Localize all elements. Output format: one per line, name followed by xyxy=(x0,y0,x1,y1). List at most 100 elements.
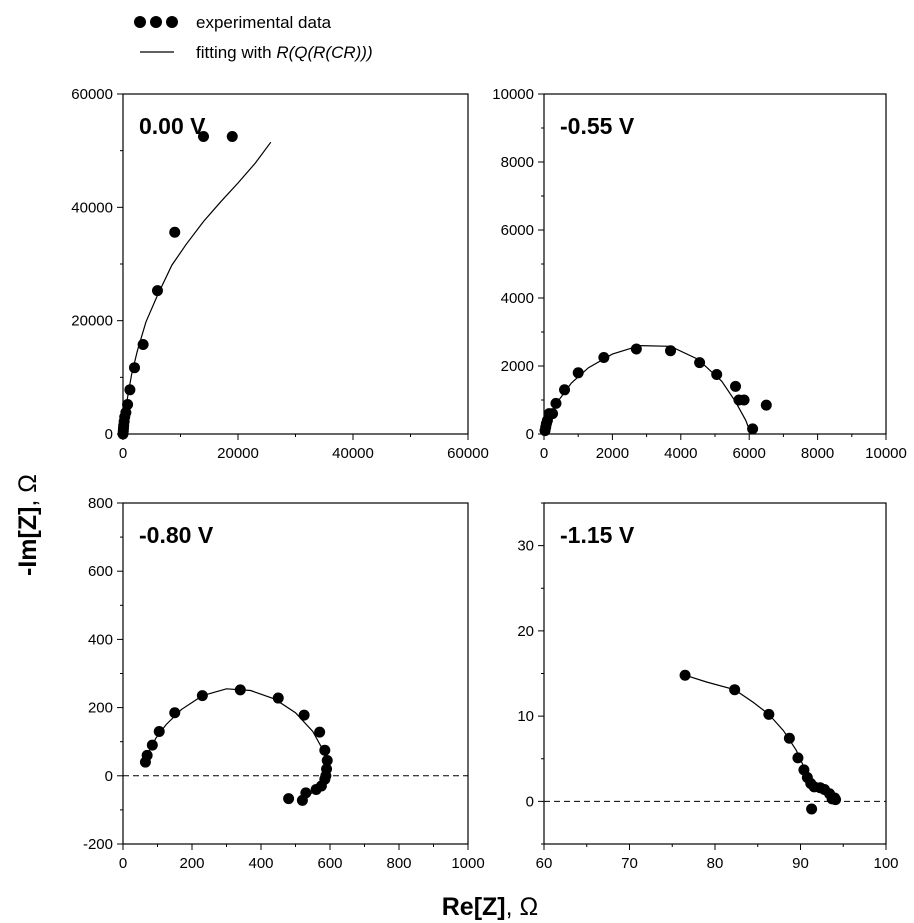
data-point xyxy=(783,732,795,744)
chart-panel-4: 60 70 80 90 100 0 10 20 30 -1.15 V xyxy=(517,502,899,872)
data-point xyxy=(137,338,149,350)
data-point xyxy=(226,131,238,142)
data-point xyxy=(711,369,723,380)
x-tick-label: 2000 xyxy=(596,445,629,462)
y-axis-title: -Im[Z], Ω xyxy=(14,474,42,576)
y-tick-label: 0 xyxy=(105,426,113,443)
legend-marker-dot xyxy=(150,16,162,28)
y-tick-label: 4000 xyxy=(501,290,534,307)
data-point xyxy=(198,131,209,142)
fit-line xyxy=(144,688,328,801)
y-tick-label: 0 xyxy=(105,768,113,785)
y-tick-label: 60000 xyxy=(71,86,113,103)
y-tick-label: 400 xyxy=(88,631,113,648)
data-point xyxy=(572,367,584,379)
y-tick-label: 10000 xyxy=(492,86,534,103)
y-tick-label: 0 xyxy=(526,793,534,810)
data-point xyxy=(319,744,331,756)
y-tick-label: 6000 xyxy=(501,222,534,239)
x-tick-label: 20000 xyxy=(217,445,259,462)
chart-panel-3: 0 200 400 600 800 1000 -200 0 200 400 600 800 -0.80 … xyxy=(83,495,485,872)
data-point xyxy=(730,380,742,392)
x-tick-label: 6000 xyxy=(733,445,766,462)
y-tick-label: 30 xyxy=(517,538,534,555)
x-tick-label: 100 xyxy=(873,855,898,872)
data-point xyxy=(153,725,165,737)
x-tick-label: 70 xyxy=(621,855,638,872)
x-tick-label: 0 xyxy=(119,855,127,872)
legend-fitting-label: fitting with R(Q(R(CR))) xyxy=(196,43,373,62)
data-point xyxy=(806,803,818,815)
data-point xyxy=(152,285,163,297)
fit-line xyxy=(543,344,752,435)
data-point xyxy=(272,692,284,704)
data-point xyxy=(598,352,610,363)
y-tick-label: -200 xyxy=(83,836,113,853)
data-point xyxy=(122,399,134,411)
legend-fitting-model: R(Q(R(CR))) xyxy=(276,43,372,62)
legend-marker-dot xyxy=(134,16,146,28)
y-tick-label: 200 xyxy=(88,700,113,717)
legend-experimental-label: experimental data xyxy=(196,13,332,32)
plot-frame xyxy=(122,502,469,845)
y-tick-label: 600 xyxy=(88,563,113,580)
x-axis-title-main: Re[Z] xyxy=(442,893,506,921)
data-point xyxy=(169,707,181,719)
y-tick-label: 800 xyxy=(88,495,113,512)
x-tick-label: 90 xyxy=(792,855,809,872)
data-point xyxy=(298,709,310,721)
y-tick-label: 8000 xyxy=(501,154,534,171)
y-tick-label: 40000 xyxy=(71,199,113,216)
data-point xyxy=(738,394,750,406)
chart-panel-1: 0 20000 40000 60000 0 20000 40000 60000 0.00 V xyxy=(71,86,489,462)
x-axis-title: Re[Z], Ω xyxy=(442,893,538,921)
data-point xyxy=(550,397,562,409)
x-tick-label: 10000 xyxy=(865,445,907,462)
plot-frame xyxy=(122,93,469,435)
data-point xyxy=(547,408,559,420)
data-point xyxy=(747,423,759,435)
y-tick-label: 20 xyxy=(517,623,534,640)
data-point xyxy=(141,749,153,761)
legend-fitting-text: fitting with xyxy=(196,43,276,62)
plot-frame xyxy=(543,93,887,435)
data-point xyxy=(124,384,136,396)
data-point xyxy=(694,357,706,369)
y-axis-title-main: -Im[Z] xyxy=(14,507,42,576)
x-axis-title-unit: , Ω xyxy=(506,893,539,921)
panel-potential-label: 0.00 V xyxy=(139,113,206,139)
y-tick-label: 2000 xyxy=(501,358,534,375)
x-tick-label: 1000 xyxy=(451,855,484,872)
data-point xyxy=(830,794,842,806)
panel-potential-label: -0.55 V xyxy=(560,113,635,139)
data-point xyxy=(792,752,804,764)
legend-marker-dot xyxy=(166,16,178,28)
data-point xyxy=(129,362,140,374)
data-point xyxy=(169,226,181,238)
y-axis-title-unit: , Ω xyxy=(14,474,42,507)
x-tick-label: 800 xyxy=(386,855,411,872)
x-tick-label: 60000 xyxy=(447,445,489,462)
data-point xyxy=(763,708,775,720)
y-tick-label: 20000 xyxy=(71,313,113,330)
x-tick-label: 400 xyxy=(248,855,273,872)
data-point xyxy=(665,345,677,357)
x-tick-label: 600 xyxy=(317,855,342,872)
x-tick-label: 40000 xyxy=(332,445,374,462)
y-tick-label: 10 xyxy=(517,708,534,725)
x-tick-label: 200 xyxy=(179,855,204,872)
x-tick-label: 4000 xyxy=(664,445,697,462)
data-point xyxy=(729,684,741,696)
data-point xyxy=(314,726,326,738)
x-tick-label: 60 xyxy=(536,855,553,872)
data-point xyxy=(321,754,333,766)
data-point xyxy=(559,384,571,396)
data-point xyxy=(679,669,691,681)
data-point xyxy=(234,684,246,696)
data-point xyxy=(283,793,295,805)
data-point xyxy=(310,783,322,795)
data-point xyxy=(630,343,642,355)
panel-potential-label: -0.80 V xyxy=(139,522,214,548)
